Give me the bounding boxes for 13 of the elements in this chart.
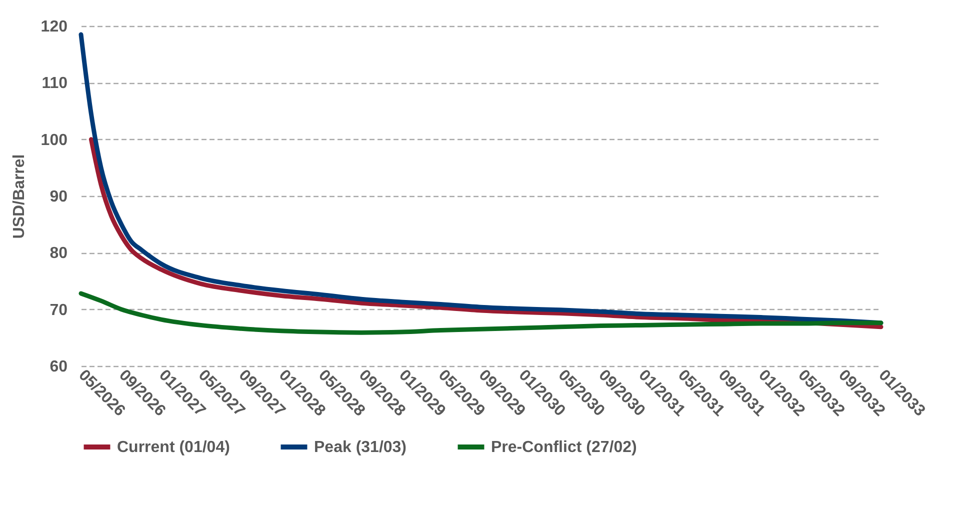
- y-tick-label: 120: [40, 18, 68, 36]
- y-tick-label: 110: [42, 75, 68, 92]
- y-tick-label: 100: [40, 132, 68, 149]
- legend-label: Pre-Conflict (27/02): [491, 439, 637, 456]
- y-tick-label: 70: [50, 302, 68, 319]
- y-tick-label: 60: [50, 358, 68, 376]
- y-tick-label: 90: [50, 188, 68, 206]
- line-series: [88, 137, 884, 330]
- y-tick-label: 80: [50, 245, 68, 262]
- legend-label: Current (01/04): [117, 439, 230, 456]
- line-series: [78, 291, 884, 335]
- legend-label: Peak (31/03): [314, 439, 407, 456]
- y-axis-title: USD/Barrel: [10, 154, 28, 239]
